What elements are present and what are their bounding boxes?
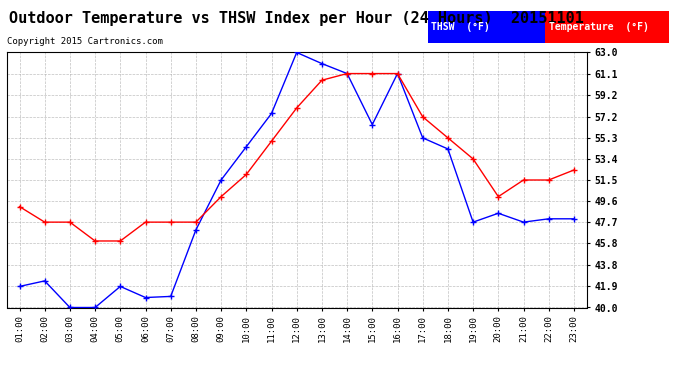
Text: Temperature  (°F): Temperature (°F) bbox=[549, 22, 649, 32]
Text: Outdoor Temperature vs THSW Index per Hour (24 Hours)  20151101: Outdoor Temperature vs THSW Index per Ho… bbox=[9, 11, 584, 26]
Text: THSW  (°F): THSW (°F) bbox=[431, 22, 490, 32]
Text: Copyright 2015 Cartronics.com: Copyright 2015 Cartronics.com bbox=[7, 38, 163, 46]
